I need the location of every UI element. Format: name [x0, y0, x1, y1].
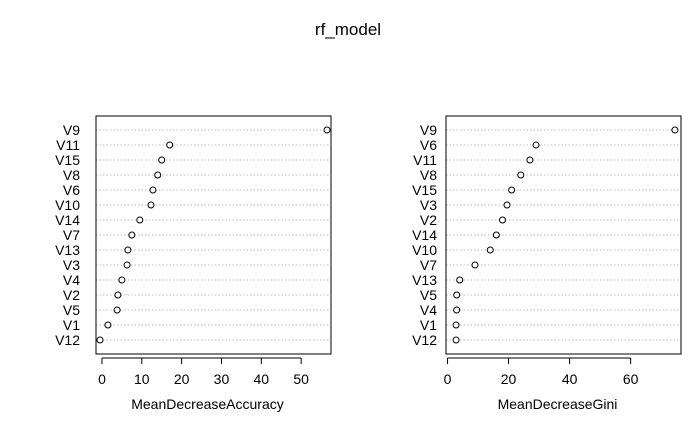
- variable-label: V1: [63, 317, 80, 333]
- variable-label: V13: [55, 242, 80, 258]
- importance-point: [508, 186, 516, 194]
- x-tick-label: 40: [254, 371, 270, 387]
- plot-frame: [95, 115, 332, 355]
- importance-point: [453, 291, 461, 299]
- importance-point: [517, 171, 525, 179]
- importance-point: [452, 336, 460, 344]
- variable-label: V5: [63, 302, 80, 318]
- variable-label: V6: [420, 137, 437, 153]
- chart-title: rf_model: [315, 20, 381, 39]
- variable-label: V8: [63, 167, 80, 183]
- plot-frame: [445, 115, 682, 355]
- importance-point: [456, 276, 464, 284]
- x-tick-label: 0: [98, 371, 106, 387]
- variable-label: V9: [63, 122, 80, 138]
- importance-point: [158, 156, 166, 164]
- x-tick-label: 60: [623, 371, 639, 387]
- importance-point: [486, 246, 494, 254]
- importance-point: [96, 336, 104, 344]
- x-tick-label: 30: [214, 371, 230, 387]
- x-tick-label: 0: [444, 371, 452, 387]
- variable-label: V12: [55, 332, 80, 348]
- variable-label: V15: [55, 152, 80, 168]
- importance-point: [104, 321, 112, 329]
- importance-point: [526, 156, 534, 164]
- importance-point: [452, 321, 460, 329]
- variable-label: V10: [412, 242, 437, 258]
- importance-point: [113, 306, 121, 314]
- variable-label: V11: [413, 152, 437, 168]
- x-tick-label: 20: [501, 371, 517, 387]
- variable-label: V5: [420, 287, 437, 303]
- importance-point: [671, 126, 679, 134]
- importance-point: [532, 141, 540, 149]
- importance-point: [118, 276, 126, 284]
- variable-label: V14: [55, 212, 80, 228]
- x-tick-label: 20: [174, 371, 190, 387]
- x-tick-label: 50: [293, 371, 309, 387]
- x-tick-label: 10: [134, 371, 150, 387]
- variable-label: V7: [63, 227, 80, 243]
- variable-label: V2: [420, 212, 437, 228]
- importance-point: [154, 171, 162, 179]
- variable-label: V4: [420, 302, 437, 318]
- importance-point: [492, 231, 500, 239]
- variable-label: V10: [55, 197, 80, 213]
- importance-point: [124, 246, 132, 254]
- variable-label: V3: [63, 257, 80, 273]
- x-axis-label: MeanDecreaseGini: [498, 396, 618, 412]
- importance-point: [128, 231, 136, 239]
- importance-point: [136, 216, 144, 224]
- variable-label: V8: [420, 167, 437, 183]
- variable-label: V12: [412, 332, 437, 348]
- variable-label: V1: [420, 317, 437, 333]
- variable-label: V6: [63, 182, 80, 198]
- variable-label: V3: [420, 197, 437, 213]
- importance-point: [166, 141, 174, 149]
- importance-point: [147, 201, 155, 209]
- importance-point: [503, 201, 511, 209]
- importance-point: [498, 216, 506, 224]
- importance-point: [471, 261, 479, 269]
- variable-label: V9: [420, 122, 437, 138]
- importance-point: [149, 186, 157, 194]
- variable-label: V7: [420, 257, 437, 273]
- variable-label: V15: [412, 182, 437, 198]
- importance-point: [453, 306, 461, 314]
- variable-label: V2: [63, 287, 80, 303]
- x-axis-label: MeanDecreaseAccuracy: [131, 396, 284, 412]
- variable-label: V11: [56, 137, 80, 153]
- x-tick-label: 40: [562, 371, 578, 387]
- importance-point: [114, 291, 122, 299]
- variable-label: V4: [63, 272, 80, 288]
- variable-label: V13: [412, 272, 437, 288]
- variable-label: V14: [412, 227, 437, 243]
- importance-point: [323, 126, 331, 134]
- importance-point: [123, 261, 131, 269]
